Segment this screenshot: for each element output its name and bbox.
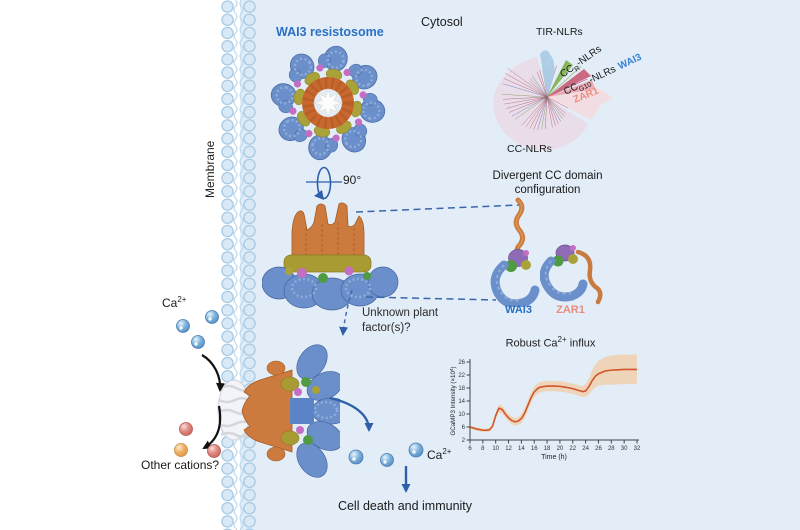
cytosol-label: Cytosol (421, 15, 463, 29)
ccg10-wedge (547, 69, 591, 97)
calcium-influx-chart: Robust Ca2+ influx 6 8 10 12 14 16 18 20 22 24 26 2… (448, 330, 656, 478)
zar1-wedge (547, 80, 595, 97)
tree-cc-nlrs-label: CC-NLRs (507, 143, 552, 155)
calcium-label-top: Ca2+ (162, 295, 186, 310)
svg-text:24: 24 (582, 446, 589, 452)
top-view-resistosome (270, 45, 386, 161)
orange-funnel-side (241, 369, 293, 453)
svg-text:12: 12 (505, 446, 512, 452)
ca-base: Ca (427, 448, 443, 462)
chart-plot: 6 8 10 12 14 16 18 20 22 24 26 28 30 32261014182226Ti… (449, 354, 641, 461)
svg-text:18: 18 (544, 446, 551, 452)
svg-text:6: 6 (468, 446, 472, 452)
wai3-monomer (490, 197, 540, 307)
phylogenetic-tree (493, 50, 613, 151)
svg-text:6: 6 (462, 425, 466, 431)
ca-base: Ca (162, 296, 178, 310)
svg-text:20: 20 (557, 446, 564, 452)
divergent-caption: Divergent CC domain configuration (470, 169, 625, 197)
zar1-monomer (540, 244, 603, 305)
domain-spots (294, 377, 320, 445)
rotation-angle-label: 90° (343, 173, 362, 187)
svg-text:GCaMP3 Intensity (×104): GCaMP3 Intensity (×104) (449, 366, 457, 435)
svg-text:8: 8 (481, 446, 485, 452)
central-pore-star (312, 87, 344, 119)
svg-text:Time (h): Time (h) (541, 454, 567, 461)
unknown-factor-arrow (339, 289, 353, 336)
chart-title: Robust Ca2+ influx (458, 335, 643, 350)
divergent-line1: Divergent CC domain (492, 170, 603, 182)
chart-title-post: influx (566, 337, 596, 350)
svg-text:18: 18 (458, 386, 465, 392)
pink-ring (289, 64, 367, 142)
membrane-inserted-resistosome (217, 344, 340, 478)
wai3-structure-label: WAI3 (505, 304, 532, 316)
svg-text:14: 14 (458, 399, 465, 405)
orange-funnel (291, 202, 365, 261)
unknown-line2: factor(s)? (362, 322, 411, 334)
ccr-wedge (547, 60, 573, 97)
svg-text:14: 14 (518, 446, 525, 452)
svg-text:26: 26 (458, 360, 465, 366)
outer-blue-blades (270, 45, 386, 161)
unknown-factor-caption: Unknown plant factor(s)? (362, 306, 438, 336)
divergent-line2: configuration (514, 184, 581, 196)
lipid-bilayer (220, 0, 257, 530)
domain-spots (285, 266, 371, 283)
funnel-texture (305, 222, 355, 258)
unknown-line1: Unknown plant (362, 307, 439, 319)
tir-wedge (540, 50, 555, 97)
svg-text:28: 28 (608, 446, 615, 452)
yellow-blob-top (280, 376, 300, 392)
other-cations-arrow (202, 405, 222, 450)
resistosome-title: WAI3 resistosome (276, 25, 384, 39)
central-channel (290, 398, 314, 424)
svg-text:26: 26 (595, 446, 602, 452)
cc-nlr-fan (493, 57, 588, 151)
orange-ring (302, 77, 354, 129)
cell-death-label: Cell death and immunity (337, 499, 473, 513)
svg-text:22: 22 (458, 373, 465, 379)
dashed-connector-bottom (365, 296, 497, 301)
svg-text:10: 10 (492, 446, 499, 452)
svg-text:2: 2 (462, 438, 466, 444)
other-cations-label: Other cations? (141, 458, 220, 472)
orange-blob-bottom (266, 446, 286, 462)
chart-title-pre: Robust Ca (505, 337, 558, 350)
chart-title-sup: 2+ (557, 335, 567, 344)
orange-blob-top (266, 360, 286, 376)
orange-ring-texture (302, 77, 354, 129)
tree-tir-nlrs-label: TIR-NLRs (536, 26, 583, 38)
other-cation-ions (174, 422, 221, 458)
calcium-influx-arrow (201, 354, 225, 392)
zar1-structure-label: ZAR1 (556, 304, 585, 316)
dashed-connector-top (355, 204, 520, 213)
side-view-resistosome (262, 202, 399, 311)
membrane-label: Membrane (203, 140, 217, 198)
svg-text:10: 10 (458, 412, 465, 418)
membrane (220, 0, 257, 530)
calcium-ions (176, 310, 424, 467)
svg-text:32: 32 (634, 446, 641, 452)
calcium-release-arrow (329, 396, 374, 432)
svg-text:30: 30 (621, 446, 628, 452)
rotation-icon (306, 166, 342, 200)
svg-text:16: 16 (531, 446, 538, 452)
ca-sup: 2+ (442, 447, 452, 456)
calcium-label-bottom: Ca2+ (427, 447, 451, 462)
olive-ring (293, 68, 363, 138)
svg-text:22: 22 (569, 446, 576, 452)
ca-sup: 2+ (177, 295, 187, 304)
yellow-blob-bottom (280, 430, 300, 446)
